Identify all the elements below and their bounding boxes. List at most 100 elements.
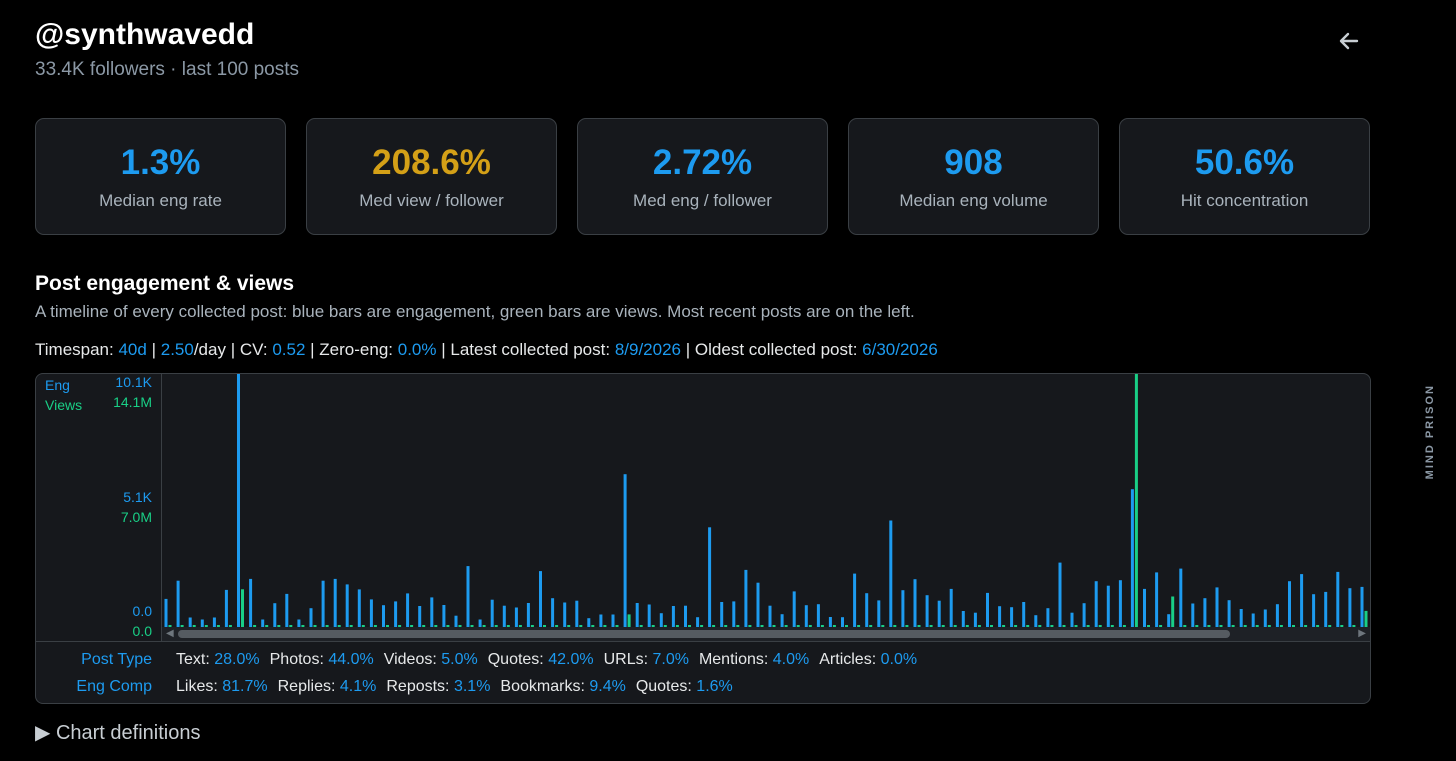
eng-bar — [1312, 594, 1316, 627]
stat-cv-value: 0.52 — [272, 340, 306, 359]
post-type-label: Post Type — [81, 651, 152, 668]
eng-bar — [1094, 581, 1098, 627]
eng-bar — [1191, 603, 1195, 627]
views-bar — [277, 625, 281, 627]
chart-scrollbar[interactable]: ◀ ▶ — [162, 627, 1370, 641]
views-bar — [446, 625, 450, 627]
views-bar — [1352, 625, 1356, 627]
eng-bar — [1118, 580, 1122, 627]
engagement-chart: Eng Views 10.1K 14.1M 5.1K 7.0M 0.0 0.0 … — [35, 373, 1371, 704]
stat-separator: | — [230, 340, 236, 359]
eng-bar — [1082, 603, 1086, 627]
views-bar — [917, 625, 921, 627]
views-bar — [748, 625, 752, 627]
post-type-item: Text: 28.0% — [176, 651, 260, 668]
views-bar — [1002, 625, 1006, 627]
eng-comp-items: Likes: 81.7% Replies: 4.1% Reposts: 3.1% Bo… — [176, 678, 743, 696]
metric-label: Median eng rate — [99, 191, 222, 210]
section-title: Post engagement & views — [35, 272, 295, 295]
views-bar — [506, 625, 510, 627]
views-bar — [313, 625, 317, 627]
stat-oldest-value: 6/30/2026 — [862, 340, 938, 359]
views-bar — [929, 625, 933, 627]
stat-zero-label: Zero-eng: — [319, 340, 393, 359]
eng-comp-value: 9.4% — [589, 678, 626, 695]
views-bar — [1207, 625, 1211, 627]
scroll-right-arrow-icon[interactable]: ▶ — [1358, 628, 1366, 639]
eng-bar — [671, 606, 675, 627]
metric-value: 2.72% — [652, 143, 753, 182]
views-bar — [567, 625, 571, 627]
eng-bar — [514, 607, 518, 627]
eng-bar — [249, 578, 253, 627]
metric-value: 908 — [944, 143, 1003, 182]
watermark: MIND PRISON — [1424, 384, 1438, 479]
post-type-item: Quotes: 42.0% — [488, 651, 594, 668]
views-bar — [325, 625, 329, 627]
metric-card-med-eng-follower: 2.72% Med eng / follower — [577, 118, 828, 235]
views-bar — [1134, 374, 1138, 627]
eng-bar — [659, 613, 663, 627]
eng-bar — [804, 605, 808, 627]
eng-bar — [1263, 609, 1267, 627]
views-bar — [241, 589, 244, 627]
eng-bar — [1179, 568, 1183, 627]
eng-bar — [1022, 602, 1026, 627]
eng-bar — [792, 591, 796, 627]
eng-bar — [1010, 607, 1014, 627]
eng-comp-key: Bookmarks: — [500, 678, 585, 695]
views-bar — [434, 625, 438, 627]
eng-bar — [526, 603, 530, 627]
stat-separator: | — [151, 340, 156, 359]
views-bar — [615, 625, 619, 627]
views-bar — [265, 625, 269, 627]
eng-bar — [647, 604, 651, 627]
eng-bar — [1203, 598, 1207, 627]
stat-latest-value: 8/9/2026 — [614, 340, 682, 359]
views-bar — [893, 625, 897, 627]
chart-definitions-toggle[interactable]: ▶ Chart definitions — [35, 722, 201, 744]
views-bar — [579, 625, 583, 627]
post-type-value: 0.0% — [880, 651, 918, 668]
eng-bar — [1034, 615, 1038, 627]
scroll-thumb[interactable] — [178, 630, 1230, 638]
views-bar — [712, 625, 716, 627]
eng-bar — [1251, 613, 1255, 627]
eng-comp-value: 3.1% — [453, 678, 491, 695]
views-bar — [869, 625, 873, 627]
eng-bar — [889, 520, 893, 627]
eng-bar — [756, 582, 760, 627]
views-bar — [458, 625, 462, 627]
eng-bar — [551, 598, 555, 627]
eng-comp-item: Likes: 81.7% — [176, 678, 268, 695]
post-type-item: URLs: 7.0% — [604, 651, 689, 668]
views-bar — [337, 625, 341, 627]
eng-bar — [708, 527, 712, 627]
views-bar — [688, 625, 691, 627]
views-bar — [1026, 625, 1030, 627]
views-bar — [1086, 625, 1090, 627]
eng-bar — [623, 474, 627, 627]
views-bar — [881, 625, 885, 627]
scroll-left-arrow-icon[interactable]: ◀ — [166, 628, 174, 639]
eng-bar — [502, 605, 506, 627]
eng-bar — [986, 592, 989, 627]
eng-bar — [877, 600, 881, 627]
eng-bar — [297, 619, 301, 627]
eng-bar — [261, 619, 265, 627]
stat-latest-label: Latest collected post: — [450, 340, 611, 359]
eng-bar — [961, 611, 965, 627]
eng-bar — [176, 580, 180, 627]
back-button[interactable] — [1335, 27, 1363, 55]
metric-card-med-view-follower: 208.6% Med view / follower — [306, 118, 557, 235]
eng-comp-value: 81.7% — [222, 678, 268, 695]
views-bar — [1255, 625, 1259, 627]
eng-bar — [599, 614, 603, 627]
views-bar — [1183, 625, 1187, 627]
views-bar — [373, 625, 377, 627]
eng-bar — [188, 617, 192, 627]
eng-bar — [949, 588, 953, 627]
views-bar — [555, 625, 559, 627]
views-bar — [591, 625, 595, 627]
eng-tick-max: 10.1K — [115, 374, 152, 390]
